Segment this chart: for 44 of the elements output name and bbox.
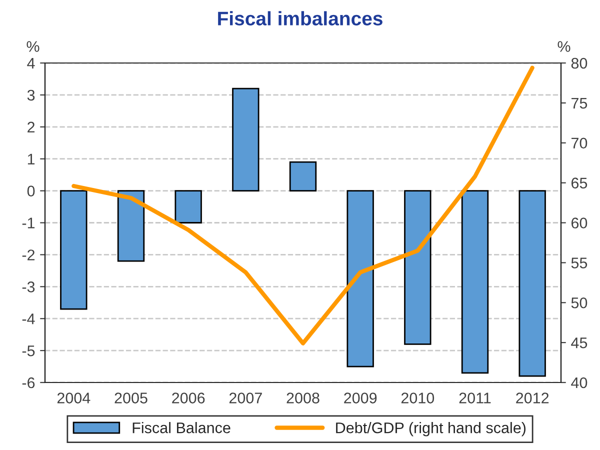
- bar: [174, 190, 202, 224]
- y-tick-label: 4: [27, 58, 35, 69]
- bar: [232, 88, 260, 192]
- y2-tick-label: 55: [571, 258, 588, 268]
- bar: [518, 190, 546, 377]
- y-tick-label: 3: [27, 90, 35, 101]
- y-tick-label: 0: [27, 186, 35, 196]
- y2-axis-title: %: [558, 41, 570, 52]
- bar: [461, 190, 489, 374]
- legend-label: Fiscal Balance: [132, 422, 230, 434]
- y-axis-title: %: [26, 41, 40, 52]
- y2-tick-label: 50: [571, 297, 588, 308]
- x-tick-label: 2010: [401, 392, 434, 404]
- y-tick-label: -3: [22, 282, 35, 292]
- y2-tick-label: 75: [572, 98, 588, 109]
- y-tick-label: -1: [22, 218, 35, 228]
- x-tick-label: 2009: [344, 392, 377, 404]
- x-tick-label: 2012: [516, 392, 549, 404]
- y2-tick-label: 65: [572, 178, 588, 188]
- y2-tick-label: 60: [572, 218, 588, 228]
- x-tick-label: 2011: [459, 392, 491, 404]
- y-tick-label: 2: [28, 122, 35, 132]
- y2-tick-label: 80: [571, 58, 588, 69]
- y-tick-label: -4: [22, 314, 35, 324]
- bar: [60, 190, 88, 310]
- y2-tick-label: 40: [571, 377, 588, 388]
- y-tick-label: -2: [22, 250, 35, 260]
- bar: [117, 190, 145, 262]
- x-tick-label: 2008: [286, 392, 320, 404]
- y-tick-label: -5: [22, 346, 35, 356]
- y-tick-label: -6: [22, 377, 35, 388]
- line-series: [72, 66, 534, 346]
- x-tick-label: 2007: [229, 392, 262, 404]
- x-tick-label: 2005: [114, 392, 148, 404]
- y2-tick-label: 70: [572, 138, 588, 149]
- x-tick-label: 2004: [57, 392, 90, 404]
- bar: [346, 190, 374, 368]
- y2-tick-label: 45: [571, 338, 588, 348]
- chart-title: Fiscal imbalances: [218, 11, 382, 26]
- bar: [289, 161, 317, 192]
- y-tick-label: 1: [28, 154, 35, 164]
- legend-label: Debt/GDP (right hand scale): [336, 422, 526, 436]
- x-tick-label: 2006: [172, 392, 205, 404]
- bar: [404, 190, 432, 345]
